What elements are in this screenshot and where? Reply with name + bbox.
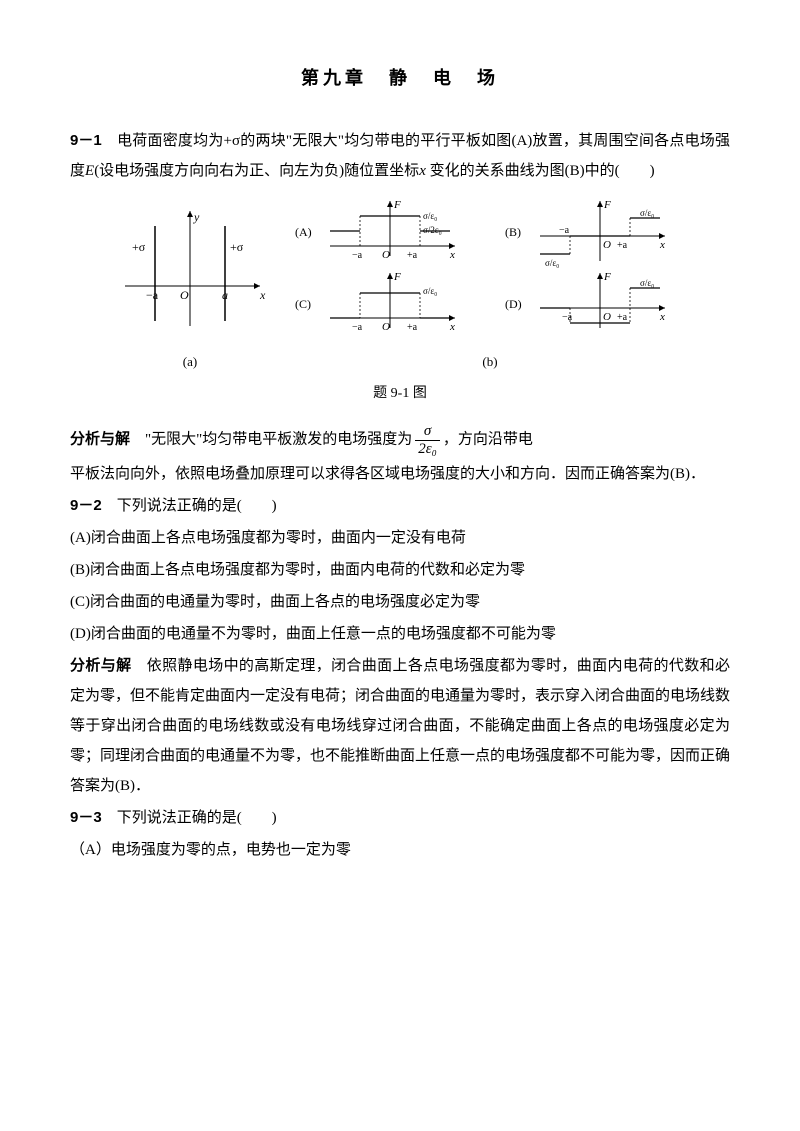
svg-text:F: F: [393, 199, 401, 211]
svg-text:O: O: [180, 288, 189, 302]
svg-text:−a: −a: [352, 250, 363, 261]
q1-text2: (设电场强度方向向右为正、向左为负)随位置坐标: [94, 163, 419, 179]
svg-text:F: F: [393, 271, 401, 283]
svg-text:x: x: [449, 321, 455, 333]
svg-text:+a: +a: [407, 322, 418, 333]
svg-text:O: O: [603, 311, 611, 323]
svg-text:(A): (A): [295, 225, 312, 239]
svg-text:−a: −a: [146, 288, 159, 302]
figure-container: y x O −a a +σ +σ (a) (A) F x O −a +a: [70, 196, 730, 375]
svg-text:σ/ε₀: σ/ε₀: [423, 286, 437, 296]
svg-text:−a: −a: [562, 312, 573, 323]
svg-text:O: O: [603, 239, 611, 251]
problem-9-2: 9－2 下列说法正确的是( ): [70, 491, 730, 521]
svg-text:a: a: [222, 288, 228, 302]
svg-text:x: x: [259, 288, 266, 302]
q3-optA: （A）电场强度为零的点，电势也一定为零: [70, 835, 730, 865]
frac-num: σ: [415, 423, 440, 441]
svg-text:F: F: [603, 271, 611, 283]
q2-optB: (B)闭合曲面上各点电场强度都为零时，曲面内电荷的代数和必定为零: [70, 555, 730, 585]
fig-caption: 题 9-1 图: [70, 380, 730, 408]
svg-text:+σ: +σ: [230, 240, 244, 254]
q2-optA: (A)闭合曲面上各点电场强度都为零时，曲面内一定没有电荷: [70, 523, 730, 553]
q1-ana2: ，方向沿带电: [443, 431, 533, 447]
svg-text:+σ: +σ: [132, 240, 146, 254]
svg-text:O: O: [382, 321, 390, 333]
chapter-title: 第九章 静 电 场: [70, 60, 730, 96]
svg-text:−a: −a: [559, 225, 570, 236]
svg-text:σ/ε₀: σ/ε₀: [640, 208, 654, 218]
svg-text:F: F: [603, 199, 611, 211]
analysis-label-1: 分析与解: [70, 431, 130, 447]
fig-a-wrapper: y x O −a a +σ +σ (a): [110, 196, 270, 375]
svg-text:+a: +a: [617, 312, 628, 323]
E-symbol: E: [85, 163, 94, 179]
fraction: σ2ε₀: [415, 423, 440, 457]
q3-text: 下列说法正确的是( ): [102, 810, 277, 826]
fig-b-wrapper: (A) F x O −a +a σ/ε₀ σ/2ε₀ (B): [290, 196, 690, 375]
svg-text:(C): (C): [295, 297, 311, 311]
q2-analysis: 分析与解 依照静电场中的高斯定理，闭合曲面上各点电场强度都为零时，曲面内电荷的代…: [70, 651, 730, 801]
q2-optC: (C)闭合曲面的电通量为零时，曲面上各点的电场强度必定为零: [70, 587, 730, 617]
q1-num: 9－1: [70, 132, 102, 149]
svg-text:σ/ε₀: σ/ε₀: [423, 211, 437, 221]
svg-text:+a: +a: [407, 250, 418, 261]
svg-text:y: y: [193, 210, 200, 224]
svg-text:(B): (B): [505, 225, 521, 239]
svg-text:σ/2ε₀: σ/2ε₀: [423, 225, 442, 235]
x-symbol: x: [419, 163, 426, 179]
svg-text:x: x: [659, 311, 665, 323]
q1-text3: 变化的关系曲线为图(B)中的( ): [426, 163, 655, 179]
svg-text:O: O: [382, 249, 390, 261]
q1-analysis-line2: 平板法向向外，依照电场叠加原理可以求得各区域电场强度的大小和方向．因而正确答案为…: [70, 459, 730, 489]
fig-b-svg: (A) F x O −a +a σ/ε₀ σ/2ε₀ (B): [290, 196, 690, 336]
q2-num: 9－2: [70, 497, 102, 514]
problem-9-1: 9－1 电荷面密度均为+σ的两块"无限大"均匀带电的平行平板如图(A)放置，其周…: [70, 126, 730, 186]
q2-optD: (D)闭合曲面的电通量不为零时，曲面上任意一点的电场强度都不可能为零: [70, 619, 730, 649]
q1-analysis-line1: 分析与解 "无限大"均匀带电平板激发的电场强度为σ2ε₀，方向沿带电: [70, 423, 730, 457]
svg-text:σ/ε₀: σ/ε₀: [545, 258, 559, 268]
svg-text:x: x: [449, 249, 455, 261]
problem-9-3: 9－3 下列说法正确的是( ): [70, 803, 730, 833]
svg-text:σ/ε₀: σ/ε₀: [640, 278, 654, 288]
q2-text: 下列说法正确的是( ): [102, 498, 277, 514]
frac-den: 2ε₀: [415, 441, 440, 458]
fig-a-label: (a): [110, 349, 270, 375]
fig-b-label: (b): [290, 349, 690, 375]
svg-text:x: x: [659, 239, 665, 251]
fig-a-svg: y x O −a a +σ +σ: [110, 196, 270, 336]
q1-ana1: "无限大"均匀带电平板激发的电场强度为: [130, 431, 412, 447]
q3-num: 9－3: [70, 809, 102, 826]
analysis-label-2: 分析与解: [70, 658, 131, 674]
svg-text:(D): (D): [505, 297, 522, 311]
svg-text:−a: −a: [352, 322, 363, 333]
q2-ana-text: 依照静电场中的高斯定理，闭合曲面上各点电场强度都为零时，曲面内电荷的代数和必定为…: [70, 658, 730, 794]
svg-text:+a: +a: [617, 240, 628, 251]
